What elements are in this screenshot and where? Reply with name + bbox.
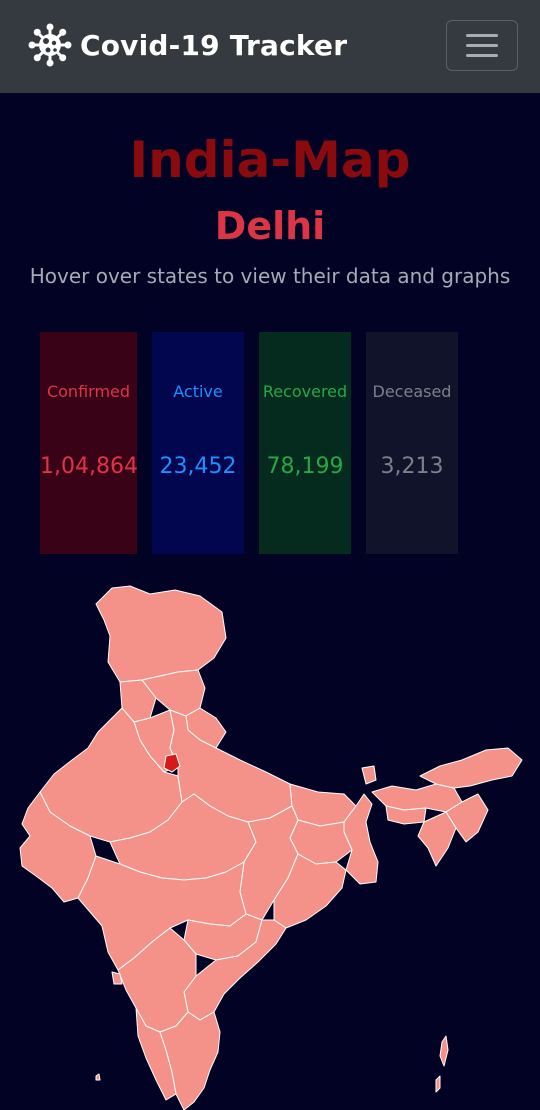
state-sikkim[interactable] [362, 766, 376, 784]
state-assam[interactable] [372, 784, 462, 812]
state-jammu-kashmir[interactable] [96, 586, 226, 682]
andaman-nicobar-islands[interactable] [440, 1036, 448, 1066]
hamburger-icon-line [466, 44, 498, 47]
lakshadweep-islands[interactable] [96, 1074, 100, 1080]
recovered-card: Recovered 78,199 [259, 332, 351, 554]
hover-hint: Hover over states to view their data and… [0, 262, 540, 290]
recovered-value: 78,199 [259, 454, 351, 479]
brand-link[interactable]: Covid-19 Tracker [28, 22, 347, 68]
confirmed-label: Confirmed [40, 382, 137, 401]
active-value: 23,452 [152, 454, 244, 479]
selected-state-name: Delhi [0, 202, 540, 250]
andaman-nicobar-islands-south[interactable] [436, 1076, 440, 1092]
active-card: Active 23,452 [152, 332, 244, 554]
hamburger-icon [466, 34, 498, 37]
deceased-label: Deceased [366, 382, 458, 401]
recovered-label: Recovered [259, 382, 351, 401]
virus-icon [28, 23, 72, 67]
navbar: Covid-19 Tracker [0, 0, 540, 93]
page-title: India-Map [0, 130, 540, 190]
brand-title: Covid-19 Tracker [80, 29, 347, 62]
state-arunachal-pradesh[interactable] [420, 748, 522, 788]
navbar-toggle-button[interactable] [446, 20, 518, 71]
confirmed-card: Confirmed 1,04,864 [40, 332, 137, 554]
active-label: Active [152, 382, 244, 401]
confirmed-value: 1,04,864 [40, 454, 137, 479]
hamburger-icon-line [466, 54, 498, 57]
deceased-card: Deceased 3,213 [366, 332, 458, 554]
india-map[interactable] [0, 580, 540, 1110]
deceased-value: 3,213 [366, 454, 458, 479]
